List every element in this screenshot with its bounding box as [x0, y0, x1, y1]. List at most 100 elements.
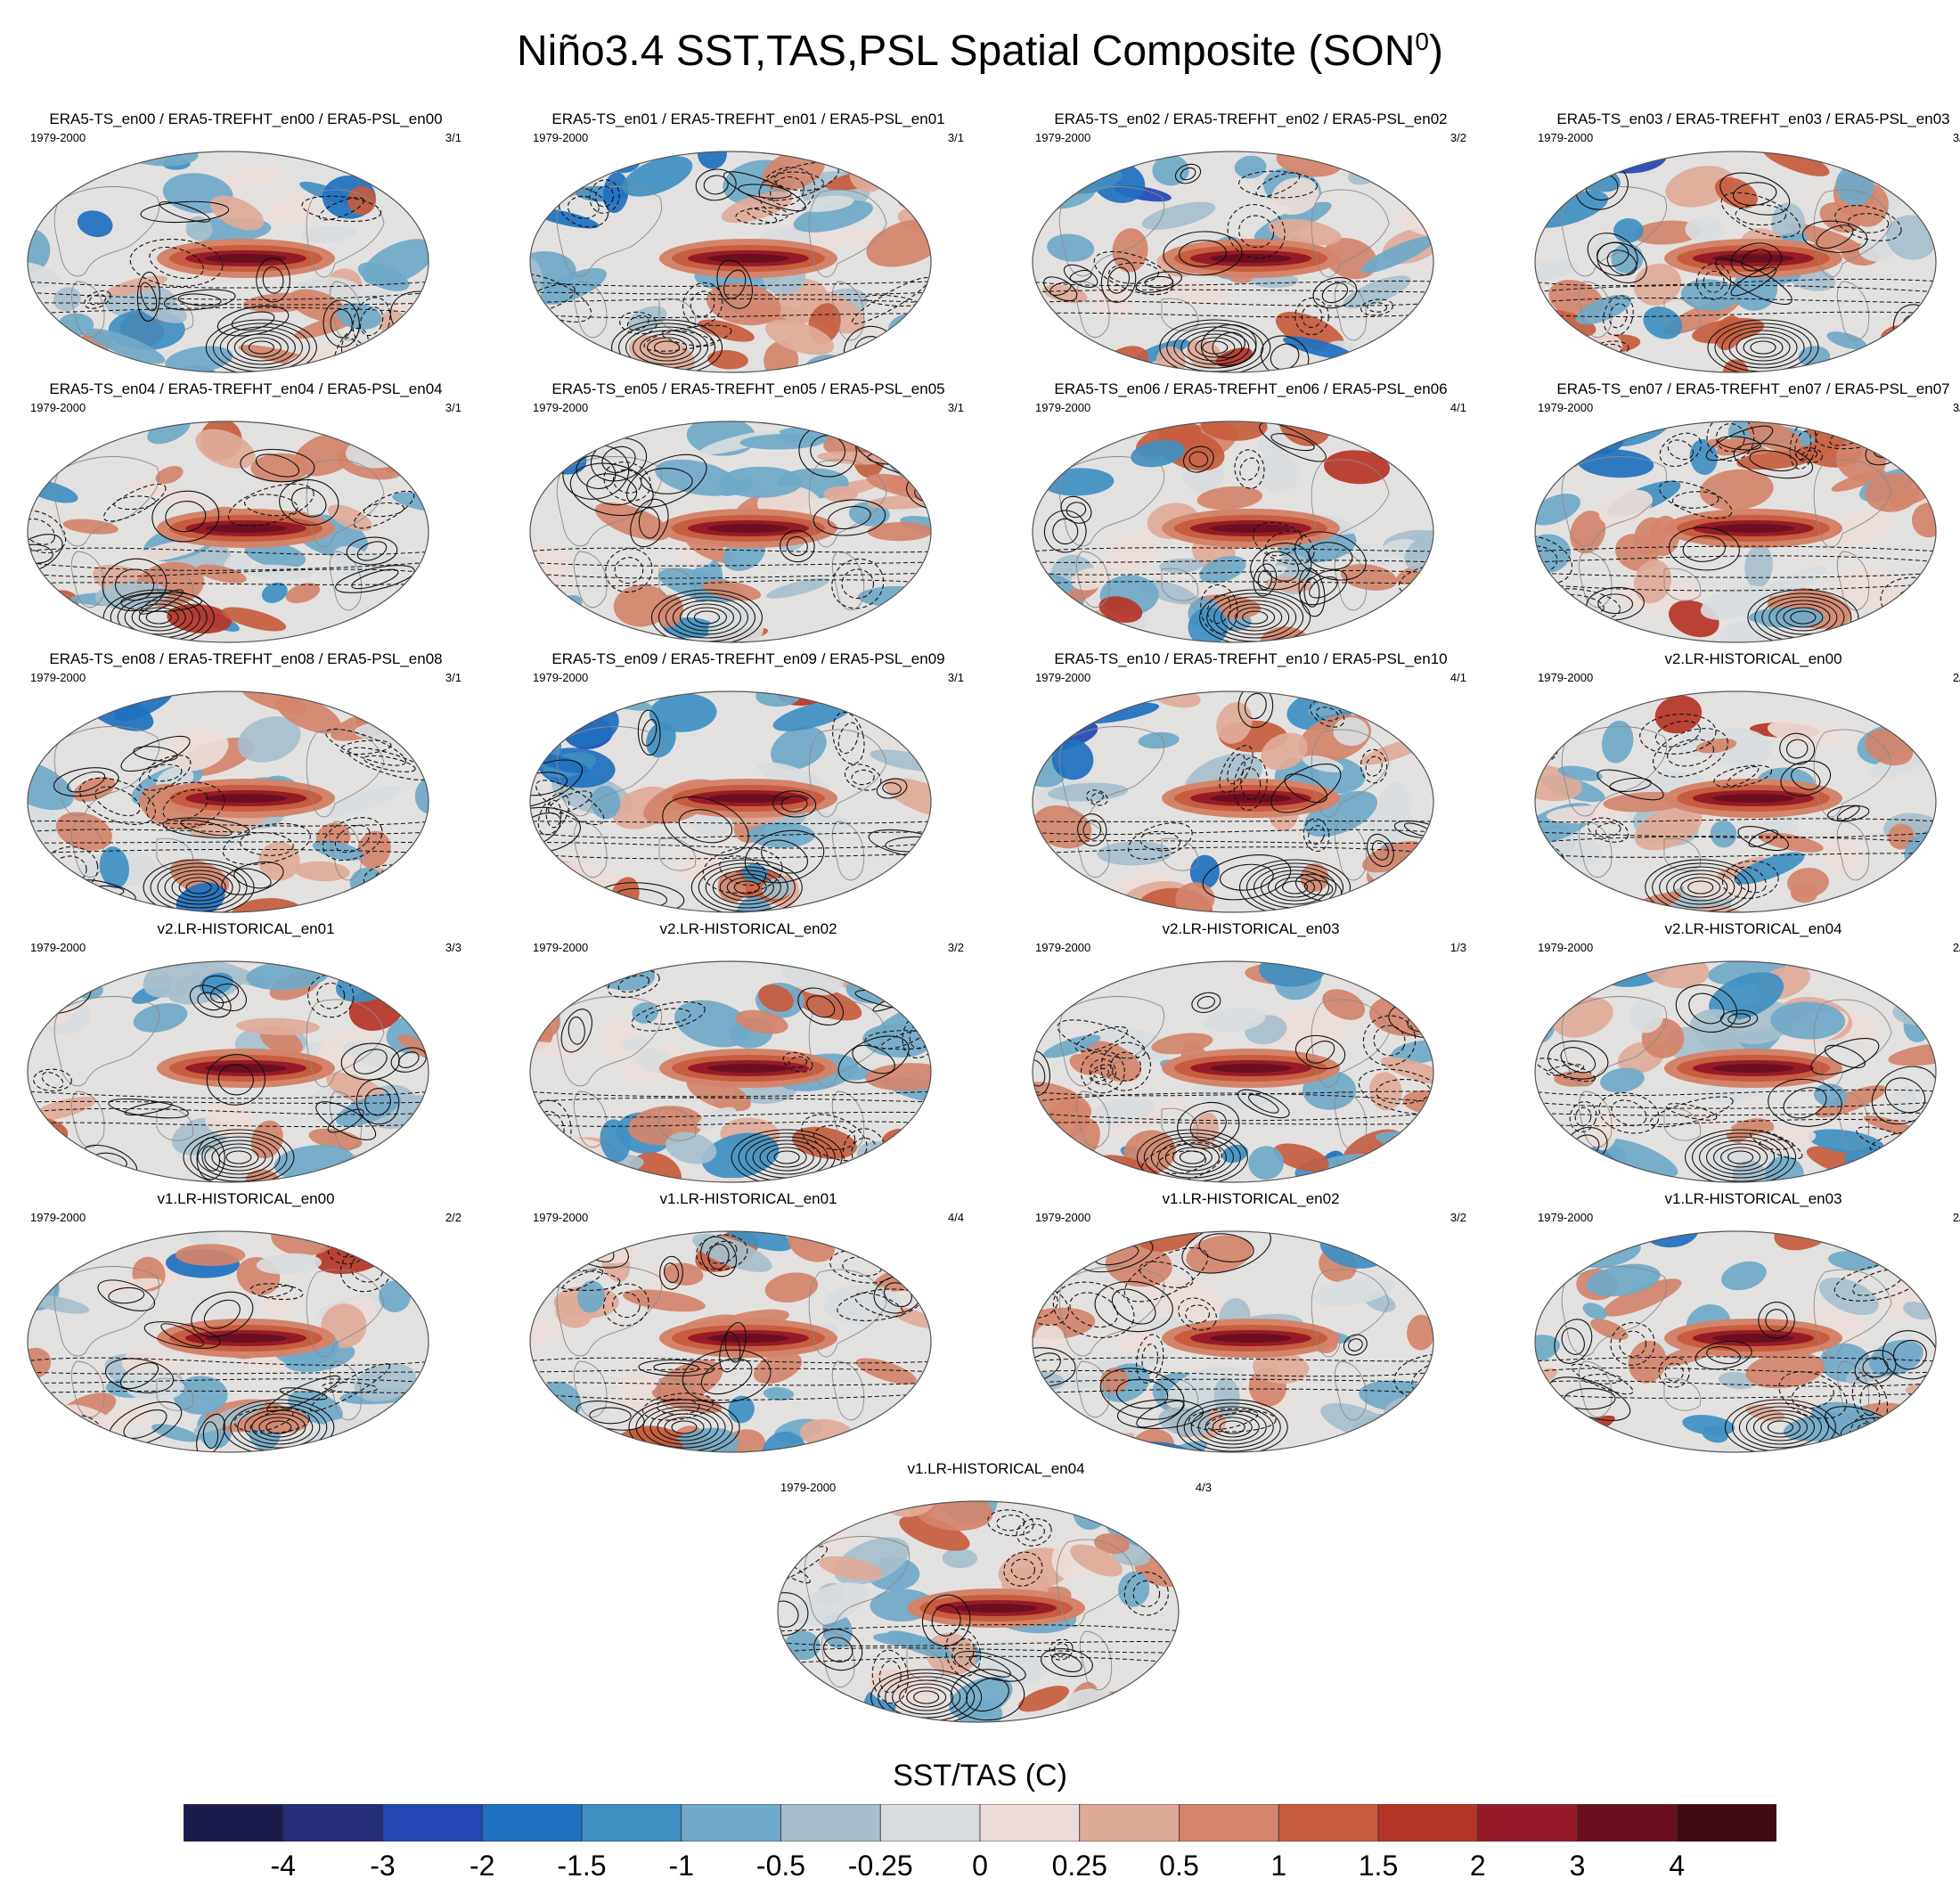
psl-contour [202, 1421, 219, 1450]
psl-contour [649, 1409, 719, 1445]
psl-contour [1244, 692, 1267, 720]
coastline [156, 568, 194, 601]
psl-contour [201, 1146, 220, 1172]
psl-contour [1581, 1374, 1623, 1384]
anomaly-patch [913, 352, 931, 372]
psl-contour [241, 337, 282, 358]
anomaly-patch [1271, 177, 1319, 216]
psl-contour [1717, 436, 1761, 451]
anomaly-patch [1033, 878, 1065, 903]
psl-contour [1200, 584, 1238, 634]
coastline [53, 1266, 160, 1357]
psl-contour [346, 536, 398, 566]
colorbar-tick-label: -0.25 [847, 1850, 913, 1882]
coastline [556, 1266, 663, 1357]
psl-contour [355, 1078, 400, 1125]
anomaly-patch [793, 200, 873, 233]
psl-contour [1221, 600, 1290, 635]
anomaly-patch [753, 1352, 803, 1384]
psl-contour [1721, 326, 1805, 369]
anomaly-patch [362, 239, 429, 286]
coastline [808, 1269, 887, 1358]
psl-contour [806, 995, 836, 1018]
psl-contour [28, 1371, 429, 1375]
anomaly-patch [697, 1107, 737, 1130]
robinson-map [1534, 151, 1937, 373]
anomaly-patch [865, 1063, 931, 1091]
psl-contour [1033, 312, 1433, 318]
psl-contour [1535, 555, 1936, 563]
psl-contour [831, 558, 885, 609]
psl-contour [1884, 1077, 1926, 1114]
anomaly-patch [621, 1035, 648, 1052]
psl-contour [841, 568, 875, 600]
anomaly-patch [28, 229, 51, 273]
psl-contour [690, 859, 803, 912]
map-frame [529, 151, 932, 373]
coastline [556, 726, 663, 817]
anomaly-patch [828, 901, 905, 912]
anomaly-patch [534, 1138, 610, 1167]
psl-contour [1545, 989, 1568, 1004]
coastline [70, 1090, 105, 1148]
psl-contour [138, 607, 179, 628]
psl-contour [197, 1136, 281, 1179]
anomaly-patch [942, 1548, 978, 1569]
anomaly-patch [1685, 216, 1725, 243]
enso-warm-tongue [1712, 1064, 1794, 1073]
psl-contour [1069, 269, 1092, 282]
anomaly-patch [1203, 1007, 1266, 1033]
psl-contour [530, 1090, 931, 1098]
coastline [821, 1630, 855, 1687]
psl-contour [707, 1244, 730, 1270]
anomaly-patch [53, 287, 81, 312]
psl-contour [945, 1628, 982, 1677]
psl-contour [1033, 829, 1433, 836]
anomaly-patch [1033, 167, 1064, 191]
psl-contour [256, 257, 290, 303]
psl-contour [693, 610, 720, 625]
anomaly-patch [386, 1140, 429, 1180]
panel-event-count: 4/1 [1450, 671, 1466, 684]
psl-contour [1535, 583, 1936, 592]
psl-contour [1294, 531, 1367, 581]
anomaly-patch [300, 225, 357, 243]
psl-contour [589, 179, 620, 214]
psl-contour [1196, 996, 1215, 1009]
anomaly-patch [534, 753, 590, 774]
anomaly-patch [913, 1501, 993, 1531]
psl-contour [1033, 1370, 1433, 1377]
psl-contour [1156, 1150, 1207, 1174]
anomaly-patch [244, 541, 306, 568]
anomaly-patch [1112, 228, 1148, 273]
psl-contour [788, 1056, 808, 1069]
psl-contour [1281, 880, 1309, 894]
psl-contour [1366, 833, 1394, 867]
psl-contour [262, 266, 284, 294]
anomaly-patch [1283, 336, 1354, 360]
psl-contour [1535, 1393, 1936, 1399]
anomaly-patch [1355, 961, 1384, 980]
coastline [1161, 837, 1199, 871]
map-panel: ERA5-TS_en01 / ERA5-TREFHT_en01 / ERA5-P… [508, 110, 989, 378]
psl-contour [84, 290, 111, 309]
coastline [1813, 729, 1892, 818]
psl-contour [1778, 1371, 1848, 1419]
anomaly-patch [327, 504, 372, 531]
anomaly-patch [1303, 790, 1378, 837]
psl-contour [576, 455, 617, 489]
anomaly-patch [1547, 430, 1586, 465]
anomaly-patch [778, 1526, 813, 1543]
panel-period: 1979-2000 [30, 941, 86, 954]
anomaly-patch [739, 433, 826, 450]
anomaly-patch [1267, 1009, 1348, 1049]
anomaly-patch [1257, 452, 1301, 493]
psl-contour [1824, 1044, 1866, 1069]
psl-contour [1719, 172, 1791, 216]
anomaly-patch [1261, 732, 1308, 771]
psl-contour [1801, 450, 1818, 461]
psl-contour [1720, 1147, 1761, 1168]
psl-contour [1776, 603, 1831, 632]
anomaly-patch [1033, 691, 1084, 701]
psl-contour [902, 1010, 931, 1059]
